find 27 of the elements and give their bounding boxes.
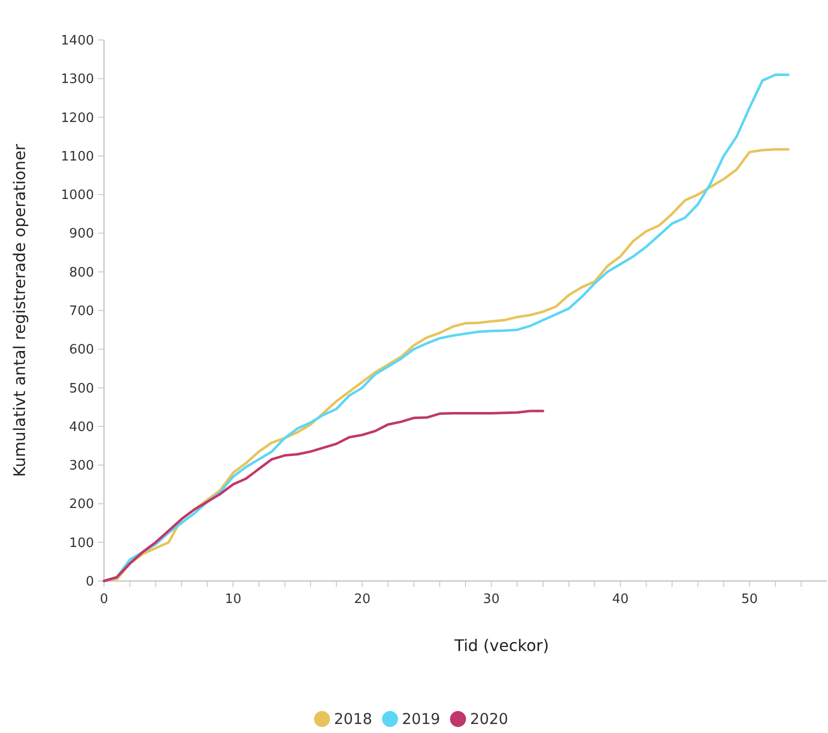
- y-tick-label: 700: [69, 304, 94, 319]
- y-tick-label: 1200: [60, 110, 94, 126]
- y-tick-label: 100: [69, 536, 94, 551]
- y-tick-label: 0: [86, 574, 94, 590]
- legend-label: 2020: [470, 710, 508, 728]
- y-tick-label: 500: [69, 381, 94, 396]
- y-tick-label: 800: [69, 265, 94, 280]
- x-tick-label: 50: [741, 592, 758, 607]
- y-tick-label: 900: [69, 226, 94, 242]
- x-tick-label: 40: [612, 592, 629, 607]
- x-tick-label: 30: [483, 592, 500, 607]
- y-axis-title: Kumulativt antal registrerade operationer: [10, 144, 29, 477]
- y-tick-label: 1000: [60, 188, 94, 204]
- y-tick-label: 200: [69, 497, 94, 512]
- x-axis-title: Tid (veckor): [453, 636, 549, 655]
- x-tick-label: 10: [224, 592, 242, 607]
- y-tick-label: 1100: [60, 149, 94, 164]
- legend-label: 2018: [334, 710, 372, 728]
- y-tick-label: 1300: [60, 72, 94, 88]
- x-tick-label: 0: [100, 592, 108, 607]
- y-tick-label: 600: [69, 342, 94, 358]
- x-tick-label: 20: [354, 592, 370, 607]
- y-tick-label: 300: [69, 458, 94, 474]
- y-tick-label: 400: [69, 420, 94, 435]
- y-tick-label: 1400: [60, 34, 94, 48]
- line-series: [102, 410, 544, 582]
- legend-label: 2019: [402, 710, 440, 728]
